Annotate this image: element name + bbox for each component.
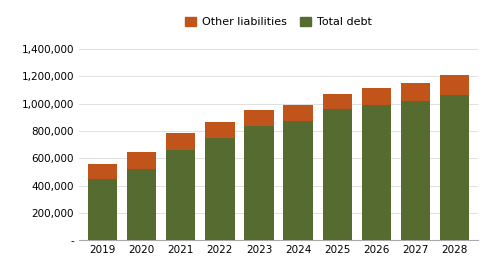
Bar: [166, 133, 195, 150]
Bar: [127, 152, 156, 168]
Bar: [166, 150, 195, 240]
Bar: [88, 179, 117, 240]
Bar: [362, 105, 391, 240]
Bar: [283, 121, 313, 240]
Bar: [401, 101, 430, 240]
Bar: [283, 105, 313, 121]
Bar: [362, 88, 391, 105]
Legend: Other liabilities, Total debt: Other liabilities, Total debt: [181, 13, 376, 32]
Bar: [88, 164, 117, 179]
Bar: [205, 138, 235, 240]
Bar: [440, 75, 469, 95]
Bar: [322, 94, 352, 109]
Bar: [245, 110, 274, 126]
Bar: [401, 83, 430, 101]
Bar: [127, 168, 156, 240]
Bar: [440, 95, 469, 240]
Bar: [322, 109, 352, 240]
Bar: [245, 126, 274, 240]
Bar: [205, 122, 235, 138]
